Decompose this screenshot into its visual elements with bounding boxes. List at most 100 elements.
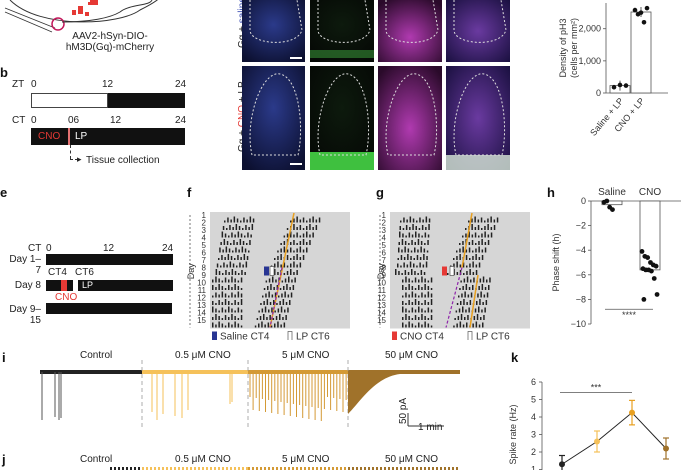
trace-j-tick (134, 467, 136, 470)
activity-bar (228, 235, 230, 238)
scale-bar (290, 57, 302, 59)
activity-bar (475, 270, 478, 275)
activity-bar (237, 291, 240, 298)
e-row-day9-15: Day 9–15 (9, 304, 41, 326)
activity-bar (312, 216, 314, 223)
activity-bar (398, 247, 400, 253)
activity-bar (425, 261, 428, 268)
tissue-collection-label: Tissue collection (86, 155, 160, 166)
activity-bar (453, 263, 455, 268)
activity-bar (259, 316, 262, 320)
activity-bar (221, 231, 224, 238)
activity-bar (240, 233, 243, 238)
activity-bar (406, 264, 409, 268)
trace-j-tick (348, 467, 350, 470)
activity-bar (405, 314, 407, 320)
activity-bar (459, 248, 461, 253)
activity-bar (424, 243, 426, 245)
activity-bar (427, 291, 430, 298)
activity-bar (283, 246, 286, 253)
activity-bar (212, 306, 214, 313)
green-band (310, 152, 374, 170)
activity-bar (281, 280, 284, 283)
activity-bar (427, 286, 430, 290)
activity-bar (414, 247, 416, 253)
activity-bar (251, 224, 254, 230)
activity-bar (419, 262, 421, 268)
data-point (651, 276, 657, 281)
trace-j-tick (210, 467, 212, 470)
activity-bar (234, 310, 236, 313)
activity-bar (467, 294, 470, 298)
activity-bar (244, 235, 246, 238)
day-label: 7 (202, 256, 207, 265)
trace-j-tick (114, 467, 116, 470)
activity-bar (478, 324, 481, 328)
activity-bar (463, 278, 466, 283)
trace-j-tick (344, 467, 346, 470)
activity-bar (411, 302, 414, 305)
activity-bar (462, 324, 465, 328)
chart-phase-shift: 0 −2 −4 −6 −8 −10 Phase shift (h) Saline CNO **** (551, 187, 681, 329)
panel-label-k: k (511, 350, 519, 365)
trace-j-tick (352, 467, 354, 470)
activity-bar (280, 306, 283, 313)
trace-j-tick (272, 467, 274, 470)
activity-bar (453, 325, 455, 328)
activity-bar (418, 279, 420, 283)
trace-j-tick (304, 467, 306, 470)
activity-bar (267, 322, 270, 328)
activity-bar (471, 224, 473, 230)
activity-bar (215, 287, 217, 290)
activity-bar (221, 291, 224, 298)
activity-bar (407, 272, 410, 275)
activity-bar (221, 307, 224, 313)
activity-bar (231, 308, 233, 313)
activity-bar (413, 258, 415, 260)
trace-j-tick (288, 467, 290, 470)
activity-bar (474, 308, 477, 313)
activity-bar (418, 295, 420, 298)
activity-bar (279, 314, 281, 320)
activity-bar (228, 295, 230, 298)
activity-bar (404, 246, 406, 253)
activity-bar (293, 250, 295, 253)
trace-j-tick (248, 467, 250, 470)
activity-bar (227, 217, 229, 223)
activity-bar (487, 218, 489, 223)
activity-bar (218, 310, 220, 313)
activity-bar (427, 323, 430, 328)
virus-line-2: hM3D(Gq)-mCherry (65, 42, 155, 53)
activity-bar (218, 258, 220, 260)
activity-bar (218, 278, 220, 283)
activity-bar (222, 249, 224, 253)
activity-bar (409, 216, 412, 223)
activity-bar (224, 233, 227, 238)
activity-bar (475, 243, 477, 245)
i-cond-control: Control (80, 350, 113, 361)
activity-bar (233, 216, 236, 223)
y-tick-label: 3 (531, 430, 536, 440)
activity-bar (473, 277, 475, 283)
activity-bar (493, 225, 496, 230)
activity-bar (290, 269, 292, 275)
activity-bar (401, 249, 403, 253)
activity-bar (414, 277, 417, 283)
y-tick-label: 6 (531, 377, 536, 387)
activity-bar (312, 227, 314, 230)
data-point (654, 292, 660, 297)
activity-bar (283, 322, 286, 328)
day-label: 2 (202, 219, 207, 228)
activity-bar (215, 292, 217, 298)
activity-bar (286, 271, 289, 275)
y-tick-label: −6 (576, 270, 586, 280)
activity-bar (282, 317, 284, 320)
activity-bar (403, 262, 405, 268)
activity-bar (277, 261, 279, 268)
activity-bar (234, 271, 237, 275)
activity-bar (417, 249, 419, 253)
activity-bar (411, 318, 414, 320)
activity-bar (408, 243, 410, 245)
activity-bar (269, 302, 272, 305)
activity-bar (306, 247, 308, 253)
